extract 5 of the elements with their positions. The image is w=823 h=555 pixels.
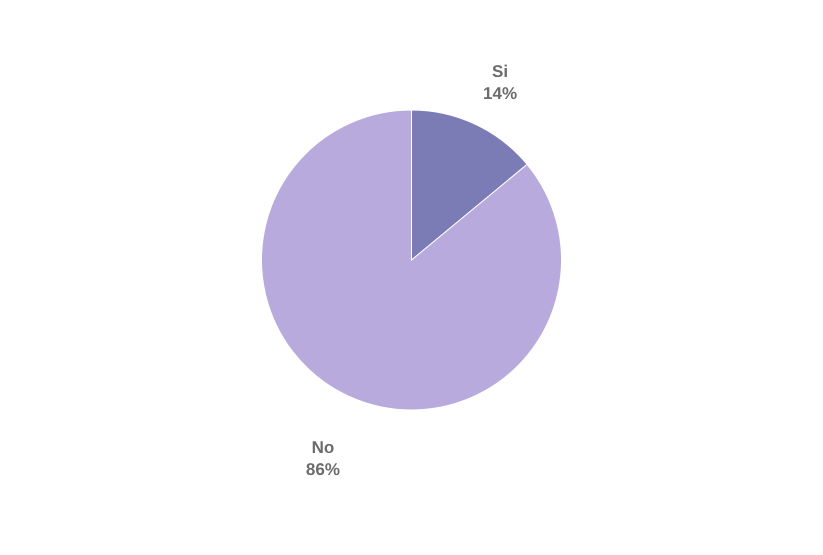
pie-slice	[261, 110, 562, 410]
data-label: 14%	[483, 84, 518, 103]
slice-label: No	[312, 438, 334, 458]
slice-label: Si	[492, 62, 508, 81]
data-label: 86%	[306, 460, 340, 480]
